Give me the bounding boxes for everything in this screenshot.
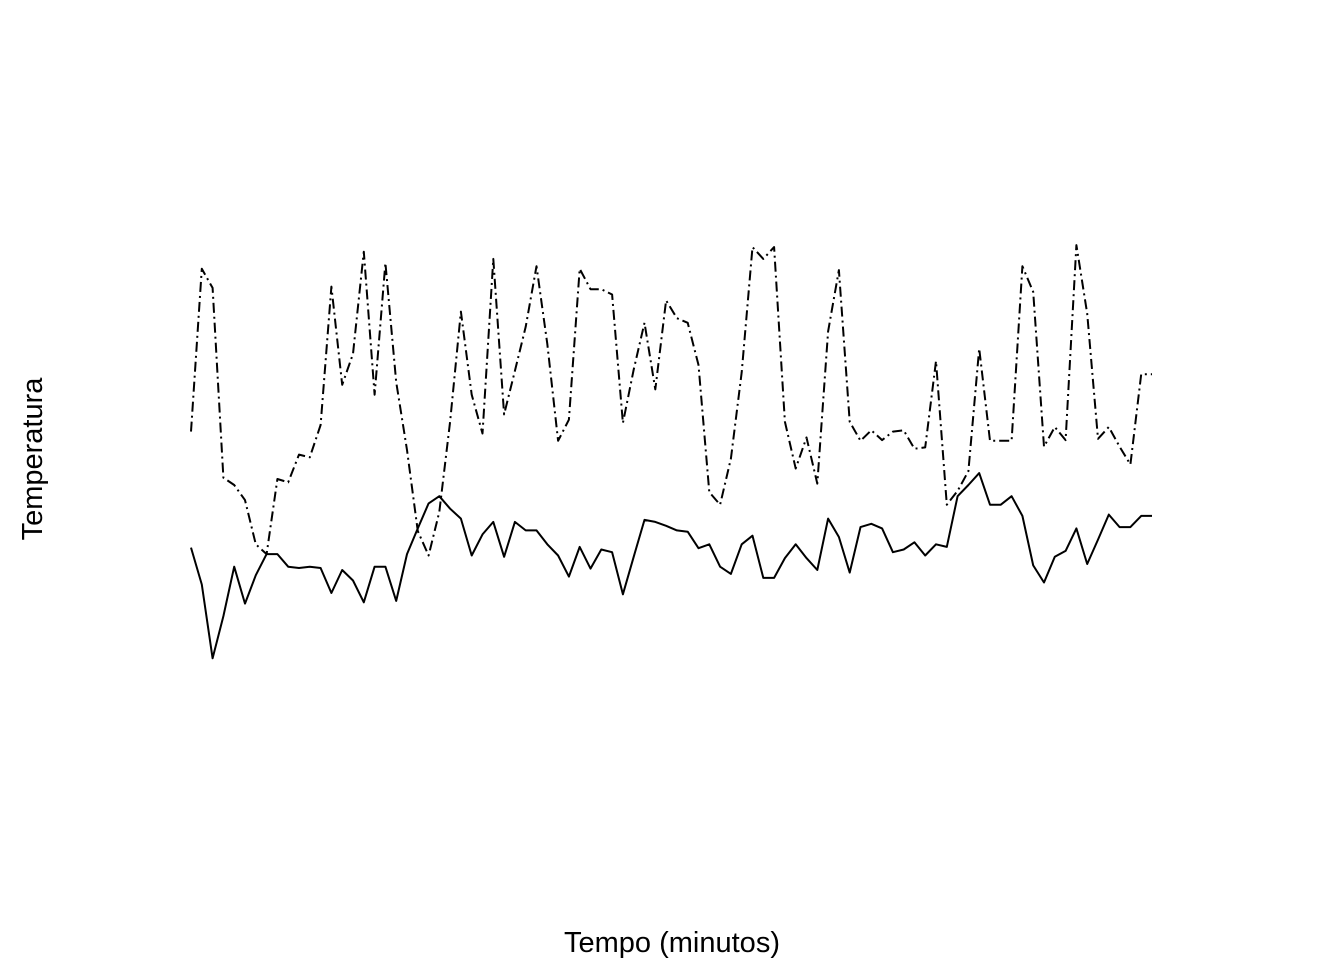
y-axis-label: Temperatura	[17, 377, 49, 541]
series-layer	[190, 244, 1152, 660]
x-axis-label: Tempo (minutos)	[564, 927, 780, 959]
series-line-2	[190, 244, 1152, 557]
series-line-1	[190, 472, 1152, 660]
